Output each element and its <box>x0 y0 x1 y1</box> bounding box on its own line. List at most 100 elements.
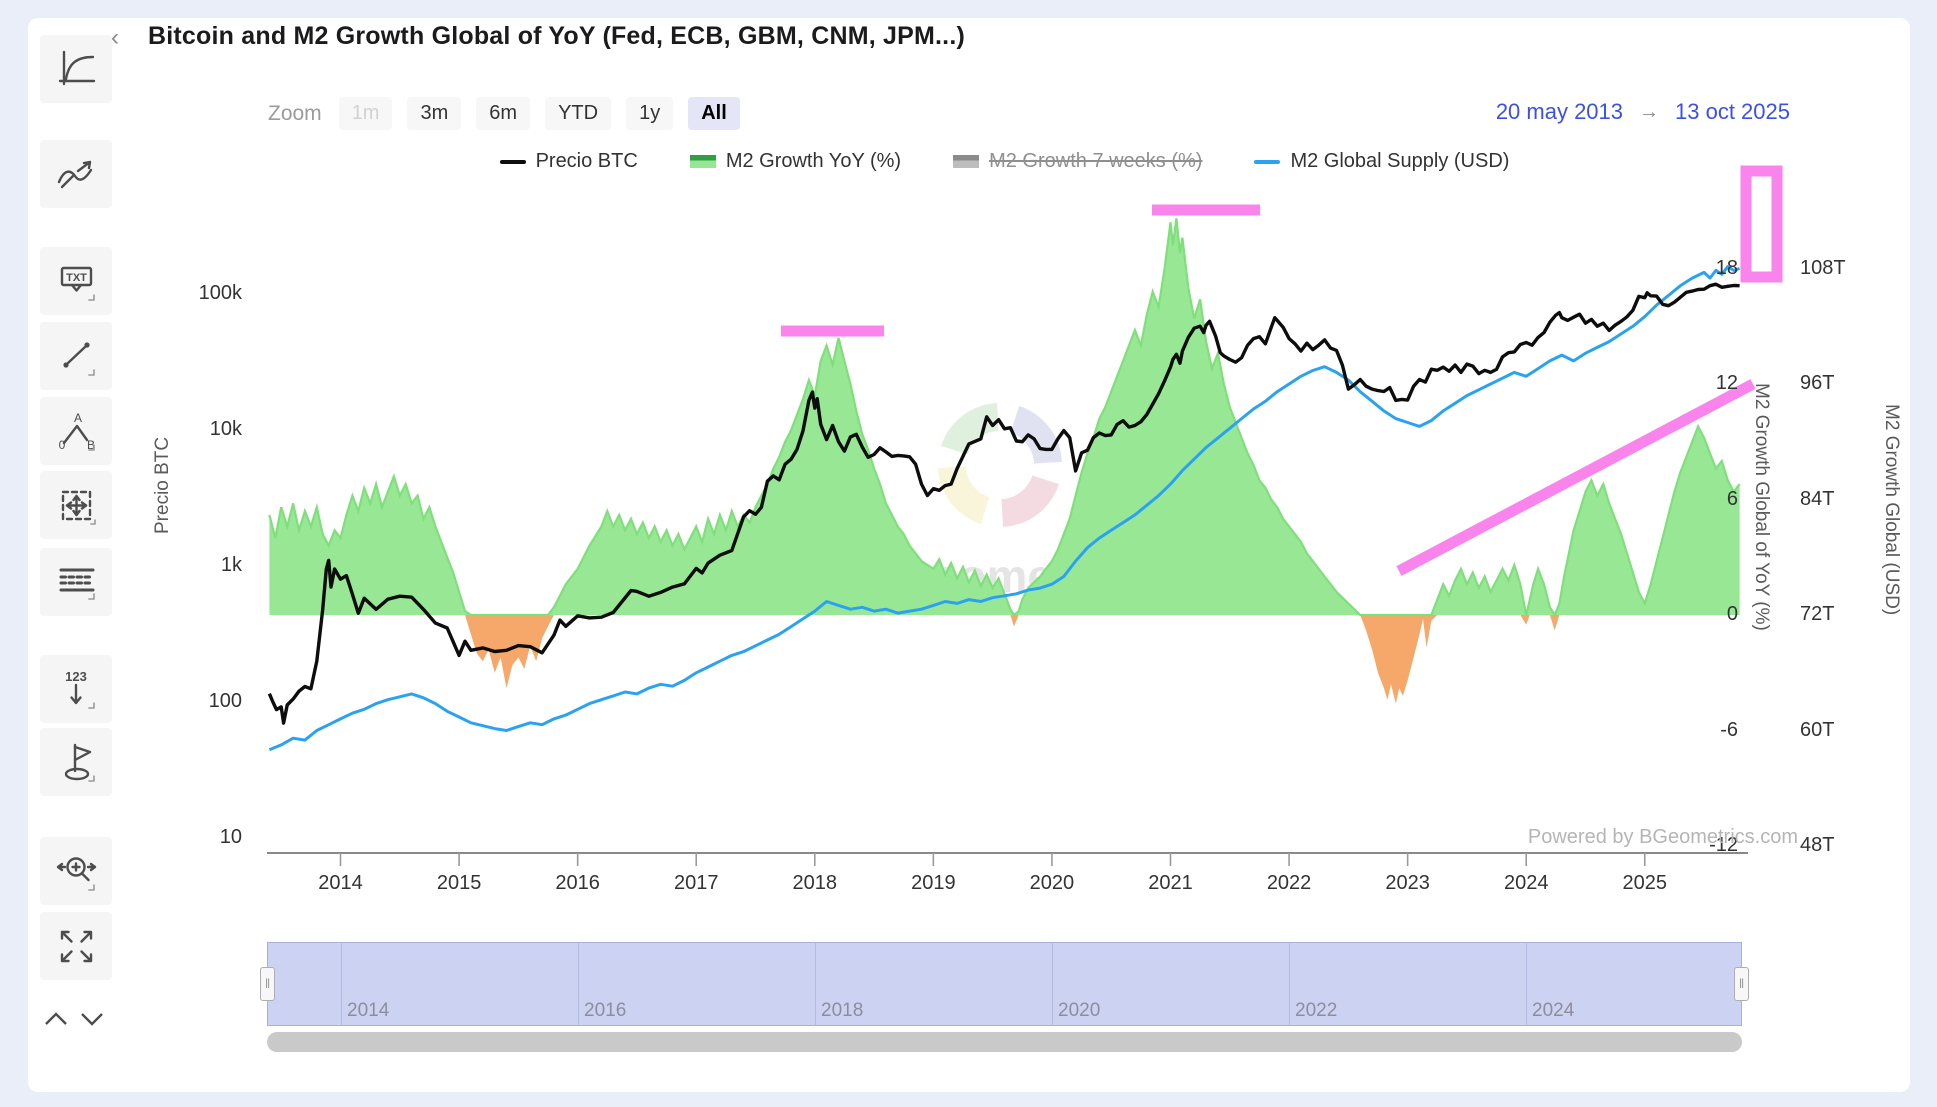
right-outer-axis-tick-label: 60T <box>1800 718 1835 741</box>
navigator-year-label: 2024 <box>1532 1000 1575 1021</box>
chevron-down-icon[interactable] <box>78 1010 106 1033</box>
move-tool-button[interactable] <box>40 471 112 539</box>
x-axis-tick-label: 2018 <box>792 872 838 894</box>
left-axis-tick-label: 100 <box>208 690 242 712</box>
x-axis-tick-label: 2014 <box>318 872 363 894</box>
flag-tool-icon <box>64 743 95 782</box>
legend-item[interactable]: M2 Growth YoY (%) <box>689 150 901 173</box>
right-outer-axis-tick-label: 72T <box>1800 603 1835 625</box>
legend-item[interactable]: M2 Growth 7 weeks (%) <box>953 150 1202 173</box>
table-tool-icon <box>59 568 95 600</box>
svg-text:0: 0 <box>58 438 65 452</box>
zoom-area-tool-button[interactable] <box>40 837 112 905</box>
legend-item-label: M2 Global Supply (USD) <box>1290 150 1510 172</box>
date-from[interactable]: 20 may 2013 <box>1495 99 1624 124</box>
svg-text:TXT: TXT <box>66 272 87 284</box>
svg-text:123: 123 <box>65 669 87 684</box>
chart-legend: Precio BTC M2 Growth YoY (%) M2 Growth 7 w… <box>267 150 1742 173</box>
x-axis-tick-label: 2021 <box>1148 872 1193 894</box>
right-outer-axis-tick-label: 48T <box>1800 834 1835 856</box>
flag-tool-button[interactable] <box>40 728 112 796</box>
zoom-label: Zoom <box>268 101 322 125</box>
navigator-gridline <box>578 942 579 1026</box>
trend-tool-button[interactable] <box>40 140 112 208</box>
table-tool-button[interactable] <box>40 548 112 616</box>
x-axis-tick-label: 2025 <box>1622 872 1668 894</box>
scale-tool-icon <box>58 50 95 85</box>
right-inner-axis-tick-label: 12 <box>1715 372 1738 394</box>
navigator-year-label: 2016 <box>584 1000 627 1021</box>
trend-tool-icon <box>57 160 92 188</box>
chevron-up-icon[interactable] <box>42 1010 70 1033</box>
left-axis-title: Precio BTC <box>152 436 173 534</box>
zoom-area-tool-icon <box>56 856 96 891</box>
text-annotation-tool-button[interactable]: TXT <box>40 247 112 315</box>
legend-area-marker <box>689 155 716 168</box>
legend-item[interactable]: M2 Global Supply (USD) <box>1254 150 1509 173</box>
text-annotation-tool-icon: TXT <box>60 266 95 301</box>
x-axis-tick-label: 2022 <box>1266 872 1312 894</box>
legend-line-marker <box>1254 159 1281 164</box>
zoom-range-toolbar: Zoom 1m 3m 6m YTD 1y All <box>268 97 740 130</box>
right-outer-axis-title: M2 Growth Global (USD) <box>1881 404 1902 616</box>
right-inner-axis-tick-label: 18 <box>1715 256 1738 279</box>
navigator-year-label: 2020 <box>1058 1000 1101 1021</box>
navigator-left-handle[interactable]: ‖ <box>260 967 275 1001</box>
segment-tool-icon <box>62 341 95 376</box>
fullscreen-tool-icon <box>60 930 92 962</box>
x-axis-tick-label: 2020 <box>1029 872 1075 894</box>
x-axis-tick-label: 2017 <box>673 872 719 894</box>
left-axis-tick-label: 10 <box>219 826 242 848</box>
legend-item[interactable]: Precio BTC <box>499 150 638 173</box>
zoom-range-button[interactable]: YTD <box>545 97 612 130</box>
range-navigator[interactable] <box>267 942 1742 1026</box>
left-axis-tick-label: 10k <box>209 418 242 440</box>
navigator-scrollbar[interactable] <box>267 1032 1742 1052</box>
numbers-tool-icon: 123 <box>65 669 95 709</box>
left-axis-tick-label: 100k <box>198 282 242 304</box>
navigator-gridline <box>341 942 342 1026</box>
collapse-sidebar-icon[interactable]: ‹ <box>111 24 119 51</box>
right-inner-axis-tick-label: 0 <box>1726 603 1738 625</box>
right-outer-axis-tick-label: 84T <box>1800 487 1835 510</box>
navigator-gridline <box>815 942 816 1026</box>
legend-item-label: Precio BTC <box>535 150 638 172</box>
x-axis-tick-label: 2019 <box>911 872 956 894</box>
scale-tool-button[interactable] <box>40 35 112 103</box>
right-outer-axis-tick-label: 108T <box>1800 256 1846 279</box>
legend-item-label: M2 Growth 7 weeks (%) <box>989 150 1203 172</box>
navigator-year-label: 2014 <box>347 1000 390 1021</box>
navigator-year-label: 2022 <box>1295 1000 1338 1021</box>
page-title: Bitcoin and M2 Growth Global of YoY (Fed… <box>148 22 965 50</box>
navigator-right-handle[interactable]: ‖ <box>1734 967 1749 1001</box>
zoom-range-button[interactable]: 6m <box>476 97 531 130</box>
legend-line-marker <box>499 159 526 164</box>
zoom-range-button[interactable]: All <box>688 97 740 130</box>
segment-tool-button[interactable] <box>40 322 112 390</box>
left-axis-tick-label: 1k <box>220 554 242 576</box>
fullscreen-tool-button[interactable] <box>40 912 112 980</box>
powered-by-credit: Powered by BGeometrics.com <box>1527 826 1798 848</box>
right-outer-axis-tick-label: 96T <box>1800 372 1835 394</box>
numbers-tool-button[interactable]: 123 <box>40 655 112 723</box>
navigator-gridline <box>1289 942 1290 1026</box>
right-inner-axis-title: M2 Growth Global of YoY (%) <box>1751 383 1772 631</box>
right-inner-axis-tick-label: -6 <box>1720 718 1738 741</box>
legend-area-marker <box>953 155 980 168</box>
svg-text:A: A <box>73 411 81 425</box>
x-axis-tick-label: 2024 <box>1503 872 1549 894</box>
zoom-range-button[interactable]: 3m <box>407 97 462 130</box>
navigator-gridline <box>1052 942 1053 1026</box>
x-axis-tick-label: 2016 <box>555 872 600 894</box>
right-inner-axis-tick-label: 6 <box>1726 487 1738 510</box>
navigator-gridline <box>1526 942 1527 1026</box>
svg-text:B: B <box>86 438 94 452</box>
x-axis-tick-label: 2023 <box>1385 872 1430 894</box>
navigator-year-label: 2018 <box>821 1000 864 1021</box>
zoom-range-button[interactable]: 1y <box>626 97 674 130</box>
x-axis-tick-label: 2015 <box>436 872 482 894</box>
angle-tool-icon: A0 B <box>58 411 94 452</box>
date-to[interactable]: 13 oct 2025 <box>1675 99 1790 124</box>
